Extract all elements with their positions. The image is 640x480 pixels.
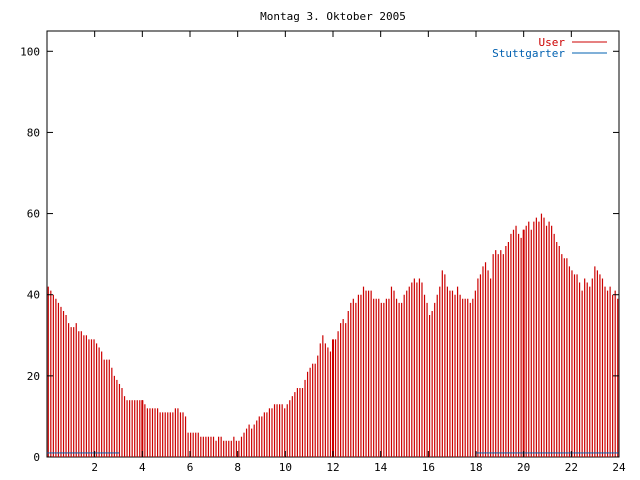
- x-tick-label: 16: [422, 461, 435, 474]
- x-tick-label: 22: [565, 461, 578, 474]
- chart-title: Montag 3. Oktober 2005: [260, 10, 406, 23]
- y-tick-label: 20: [27, 370, 40, 383]
- x-tick-label: 4: [139, 461, 146, 474]
- legend: User Stuttgarter: [492, 36, 607, 60]
- x-tick-label: 18: [469, 461, 482, 474]
- x-tick-label: 8: [234, 461, 241, 474]
- x-tick-label: 20: [517, 461, 530, 474]
- series-user-bars: [47, 213, 619, 457]
- x-axis: 2 4 6 8 10 12 14 16 18 20 22 24: [91, 31, 626, 474]
- x-tick-label: 12: [326, 461, 339, 474]
- legend-label-user: User: [539, 36, 566, 49]
- y-tick-label: 40: [27, 289, 40, 302]
- y-tick-label: 0: [33, 451, 40, 464]
- x-tick-label: 2: [91, 461, 98, 474]
- x-tick-label: 14: [374, 461, 388, 474]
- x-tick-label: 10: [279, 461, 292, 474]
- x-tick-label: 6: [187, 461, 194, 474]
- y-tick-label: 80: [27, 126, 40, 139]
- y-tick-label: 100: [20, 45, 40, 58]
- legend-label-stuttgarter: Stuttgarter: [492, 47, 565, 60]
- y-tick-label: 60: [27, 208, 40, 221]
- x-tick-label: 24: [612, 461, 626, 474]
- y-axis: 0 20 40 60 80 100: [20, 45, 619, 464]
